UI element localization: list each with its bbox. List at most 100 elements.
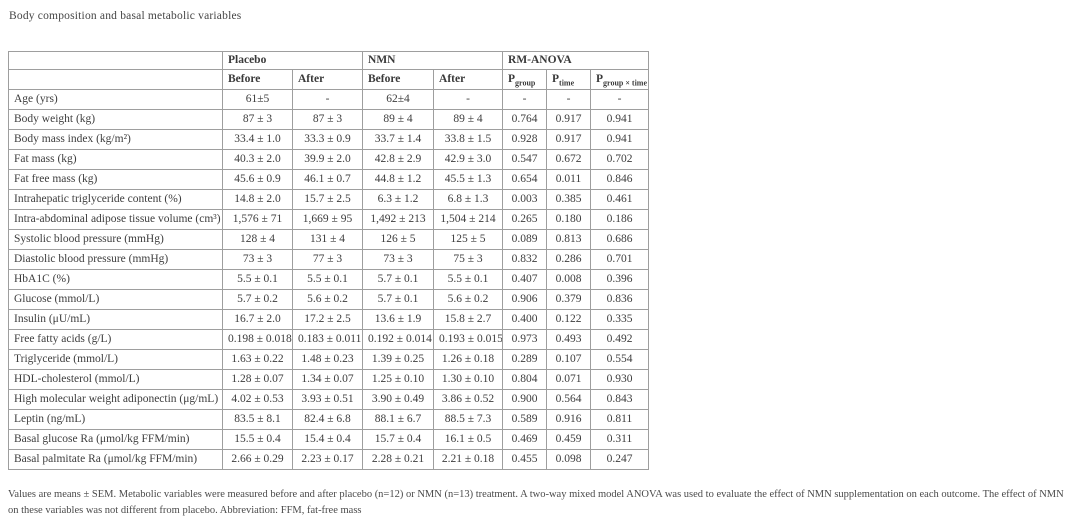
cell-value: 15.5 ± 0.4 xyxy=(222,429,293,450)
row-label: Diastolic blood pressure (mmHg) xyxy=(8,249,223,270)
row-label: HDL-cholesterol (mmol/L) xyxy=(8,369,223,390)
cell-value: 0.836 xyxy=(590,289,650,310)
cell-value: 0.385 xyxy=(546,189,592,210)
cell-value: 62±4 xyxy=(362,89,435,110)
cell-value: 13.6 ± 1.9 xyxy=(362,309,435,330)
cell-value: 0.811 xyxy=(590,409,650,430)
table-row: Body mass index (kg/m²) 33.4 ± 1.0 33.3 ± … xyxy=(8,129,650,150)
cell-value: 33.8 ± 1.5 xyxy=(433,129,504,150)
cell-value: 1.28 ± 0.07 xyxy=(222,369,293,390)
cell-value: 0.589 xyxy=(502,409,548,430)
cell-value: 33.7 ± 1.4 xyxy=(362,129,435,150)
cell-value: 0.469 xyxy=(502,429,548,450)
row-label: Free fatty acids (g/L) xyxy=(8,329,223,350)
cell-value: - xyxy=(433,89,504,110)
header-group-row: Placebo NMN RM-ANOVA xyxy=(8,51,650,70)
cell-value: 0.455 xyxy=(502,449,548,470)
cell-value: 0.492 xyxy=(590,329,650,350)
row-label: Glucose (mmol/L) xyxy=(8,289,223,310)
cell-value: 0.554 xyxy=(590,349,650,370)
cell-value: 45.6 ± 0.9 xyxy=(222,169,293,190)
cell-value: 0.930 xyxy=(590,369,650,390)
row-label: Age (yrs) xyxy=(8,89,223,110)
cell-value: 0.008 xyxy=(546,269,592,290)
cell-value: 0.941 xyxy=(590,109,650,130)
row-label: Body weight (kg) xyxy=(8,109,223,130)
cell-value: 0.198 ± 0.018 xyxy=(222,329,293,350)
cell-value: 0.265 xyxy=(502,209,548,230)
cell-value: 0.335 xyxy=(590,309,650,330)
cell-value: 0.089 xyxy=(502,229,548,250)
row-label: HbA1C (%) xyxy=(8,269,223,290)
cell-value: 73 ± 3 xyxy=(362,249,435,270)
cell-value: 44.8 ± 1.2 xyxy=(362,169,435,190)
cell-value: 0.846 xyxy=(590,169,650,190)
cell-value: 0.311 xyxy=(590,429,650,450)
header-group-rm-anova: RM-ANOVA xyxy=(502,51,650,70)
cell-value: 0.379 xyxy=(546,289,592,310)
cell-value: 40.3 ± 2.0 xyxy=(222,149,293,170)
table-row: Diastolic blood pressure (mmHg) 73 ± 3 77 … xyxy=(8,249,650,270)
cell-value: 0.396 xyxy=(590,269,650,290)
cell-value: 5.7 ± 0.1 xyxy=(362,269,435,290)
cell-value: 15.7 ± 2.5 xyxy=(291,189,364,210)
table-row: Intra-abdominal adipose tissue volume (c… xyxy=(8,209,650,230)
cell-value: 15.8 ± 2.7 xyxy=(433,309,504,330)
row-label: Triglyceride (mmol/L) xyxy=(8,349,223,370)
cell-value: 17.2 ± 2.5 xyxy=(291,309,364,330)
row-label: Systolic blood pressure (mmHg) xyxy=(8,229,223,250)
table-row: Insulin (μU/mL) 16.7 ± 2.0 17.2 ± 2.5 13.6 … xyxy=(8,309,650,330)
cell-value: 0.701 xyxy=(590,249,650,270)
cell-value: 131 ± 4 xyxy=(291,229,364,250)
cell-value: 5.6 ± 0.2 xyxy=(291,289,364,310)
cell-value: 0.564 xyxy=(546,389,592,410)
cell-value: 0.400 xyxy=(502,309,548,330)
table-row: HbA1C (%) 5.5 ± 0.1 5.5 ± 0.1 5.7 ± 0.1 5.5 … xyxy=(8,269,650,290)
page-title: Body composition and basal metabolic var… xyxy=(9,10,242,22)
cell-value: 0.813 xyxy=(546,229,592,250)
cell-value: 0.247 xyxy=(590,449,650,470)
cell-value: 0.917 xyxy=(546,129,592,150)
cell-value: 87 ± 3 xyxy=(222,109,293,130)
cell-value: 2.21 ± 0.18 xyxy=(433,449,504,470)
metabolic-variables-table: Placebo NMN RM-ANOVA Before After Before… xyxy=(8,51,650,470)
row-label: Fat free mass (kg) xyxy=(8,169,223,190)
cell-value: 0.916 xyxy=(546,409,592,430)
cell-value: 0.098 xyxy=(546,449,592,470)
table-row: Triglyceride (mmol/L) 1.63 ± 0.22 1.48 ± 0… xyxy=(8,349,650,370)
header-empty-cell xyxy=(8,51,223,70)
cell-value: 5.7 ± 0.1 xyxy=(362,289,435,310)
cell-value: - xyxy=(291,89,364,110)
cell-value: 75 ± 3 xyxy=(433,249,504,270)
cell-value: 0.289 xyxy=(502,349,548,370)
cell-value: 42.9 ± 3.0 xyxy=(433,149,504,170)
cell-value: 87 ± 3 xyxy=(291,109,364,130)
row-label: Intrahepatic triglyceride content (%) xyxy=(8,189,223,210)
header-p-group-x-time: Pgroup × time xyxy=(590,69,650,90)
cell-value: 0.011 xyxy=(546,169,592,190)
cell-value: - xyxy=(590,89,650,110)
cell-value: 33.4 ± 1.0 xyxy=(222,129,293,150)
cell-value: 45.5 ± 1.3 xyxy=(433,169,504,190)
footnote: Values are means ± SEM. Metabolic variab… xyxy=(8,489,1064,516)
cell-value: 0.180 xyxy=(546,209,592,230)
cell-value: 0.900 xyxy=(502,389,548,410)
cell-value: 1.34 ± 0.07 xyxy=(291,369,364,390)
header-group-nmn: NMN xyxy=(362,51,504,70)
cell-value: 0.183 ± 0.011 xyxy=(291,329,364,350)
row-label: Intra-abdominal adipose tissue volume (c… xyxy=(8,209,223,230)
cell-value: 2.23 ± 0.17 xyxy=(291,449,364,470)
cell-value: 0.832 xyxy=(502,249,548,270)
cell-value: 14.8 ± 2.0 xyxy=(222,189,293,210)
table-row: Fat mass (kg) 40.3 ± 2.0 39.9 ± 2.0 42.8 ± … xyxy=(8,149,650,170)
header-placebo-after: After xyxy=(291,69,364,90)
cell-value: 5.7 ± 0.2 xyxy=(222,289,293,310)
cell-value: 2.66 ± 0.29 xyxy=(222,449,293,470)
header-nmn-after: After xyxy=(433,69,504,90)
row-label: Leptin (ng/mL) xyxy=(8,409,223,430)
cell-value: 3.86 ± 0.52 xyxy=(433,389,504,410)
cell-value: 128 ± 4 xyxy=(222,229,293,250)
cell-value: 73 ± 3 xyxy=(222,249,293,270)
cell-value: 126 ± 5 xyxy=(362,229,435,250)
cell-value: 0.107 xyxy=(546,349,592,370)
